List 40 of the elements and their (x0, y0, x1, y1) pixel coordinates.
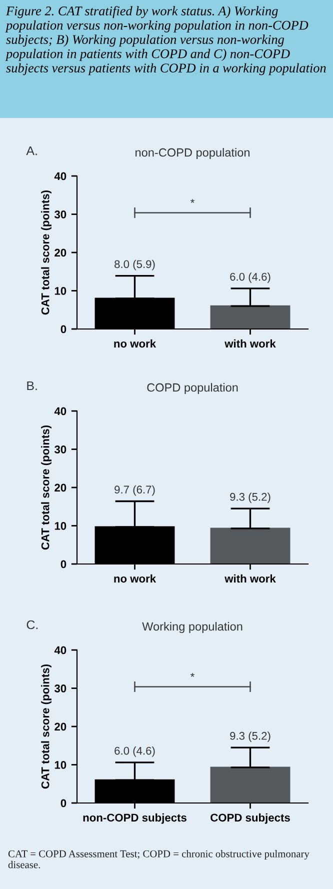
chart-subtitle: A. (26, 146, 37, 156)
y-axis-title: CAT total score (points) (41, 190, 52, 315)
data-label: 6.0 (4.6) (114, 746, 155, 757)
y-tick-label: 0 (60, 799, 66, 808)
x-tick-label: non-COPD subjects (83, 813, 186, 824)
chart-title: COPD population (147, 383, 238, 394)
y-tick-label: 30 (54, 446, 66, 454)
y-axis-title: CAT total score (points) (41, 664, 52, 789)
chart-title: Working population (142, 622, 242, 634)
y-tick-label: 40 (54, 646, 66, 654)
y-tick-label: 10 (54, 522, 66, 530)
y-tick-label: 30 (54, 684, 66, 692)
y-tick-label: 0 (60, 560, 66, 568)
data-label: 9.3 (5.2) (230, 732, 270, 742)
x-tick-label: COPD subjects (210, 813, 290, 824)
chart-subtitle: C. (26, 620, 38, 630)
data-label: 8.0 (5.9) (114, 260, 155, 270)
y-tick-label: 20 (54, 248, 66, 257)
y-tick-label: 0 (60, 325, 66, 334)
chart-title: non-COPD population (136, 148, 250, 160)
x-tick-label: no work (114, 574, 156, 583)
annotation: * (190, 198, 194, 203)
x-tick-label: with work (224, 574, 276, 583)
y-tick-label: 20 (54, 722, 66, 731)
y-tick-label: 40 (54, 407, 66, 416)
x-tick-label: with work (224, 339, 276, 348)
y-tick-label: 10 (54, 287, 66, 295)
text: CAT = COPD Assessment Test; COPD = chronic obstructive pulmonary disease. (8, 850, 310, 868)
y-axis-title: CAT total score (points) (41, 425, 52, 550)
caption: Figure 2. CAT stratified by work status. A) Working population versus non-working population in non-COPD subjects; B) Working population versus non-working population in patients with COPD and C) non-COPD subjects versus patients with COPD in a working population (5, 6, 326, 76)
y-tick-label: 40 (54, 172, 66, 180)
data-label: 9.7 (6.7) (114, 485, 155, 496)
data-label: 6.0 (4.6) (230, 272, 270, 283)
y-tick-label: 20 (54, 484, 66, 492)
y-tick-label: 10 (54, 761, 66, 769)
x-tick-label: no work (114, 339, 156, 348)
annotation: * (190, 672, 194, 677)
y-tick-label: 30 (54, 210, 66, 218)
data-label: 9.3 (5.2) (230, 492, 270, 503)
chart-subtitle: B. (27, 381, 37, 390)
